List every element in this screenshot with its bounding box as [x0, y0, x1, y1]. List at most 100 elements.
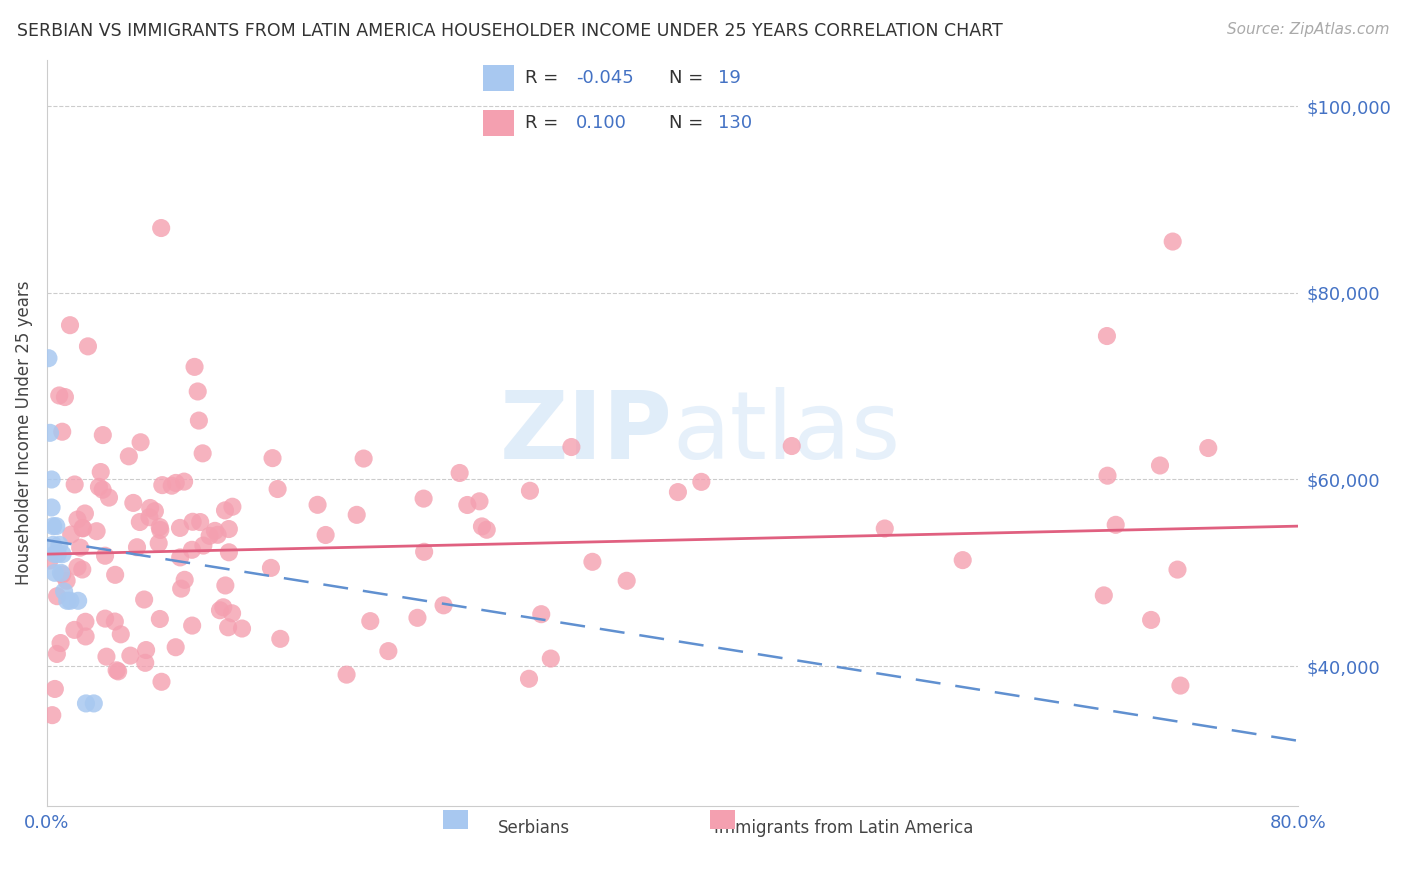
Point [353, 451, 375, 466]
Point [75, 615, 97, 629]
Text: R =: R = [526, 114, 558, 132]
Point [170, 582, 193, 596]
Point [104, 615, 127, 629]
Point [63, 623, 86, 637]
Point [1105, 517, 1128, 532]
Point [134, 656, 156, 670]
Point [60, 527, 83, 541]
Point [581, 555, 603, 569]
Point [59, 318, 82, 333]
Point [530, 607, 553, 622]
Point [135, 643, 157, 657]
Text: N =: N = [669, 114, 703, 132]
Point [98, 491, 121, 505]
Point [198, 529, 221, 543]
Point [90, 465, 112, 479]
Point [1092, 588, 1115, 602]
Point [46, 589, 69, 603]
Point [44, 566, 66, 580]
Point [150, 478, 173, 492]
Point [41, 473, 63, 487]
Point [204, 524, 226, 538]
Point [181, 515, 204, 529]
Point [315, 528, 337, 542]
Y-axis label: Householder Income Under 25 years: Householder Income Under 25 years [15, 281, 32, 585]
Point [42, 519, 65, 533]
Point [412, 491, 434, 506]
Point [150, 674, 173, 689]
Point [129, 435, 152, 450]
Point [41, 708, 63, 723]
Point [56, 594, 79, 608]
Point [173, 475, 195, 489]
Point [149, 612, 172, 626]
Point [139, 500, 162, 515]
Point [359, 614, 381, 628]
Point [346, 508, 368, 522]
Point [221, 607, 243, 621]
Text: 130: 130 [718, 114, 752, 132]
Point [73, 507, 96, 521]
Text: Serbians: Serbians [498, 820, 571, 838]
Point [91, 428, 114, 442]
Point [307, 498, 329, 512]
Text: Immigrants from Latin America: Immigrants from Latin America [714, 820, 973, 838]
Point [53, 390, 76, 404]
Point [150, 221, 173, 235]
Point [690, 475, 713, 489]
Point [149, 520, 172, 534]
Text: atlas: atlas [672, 387, 901, 479]
Point [72, 521, 94, 535]
Point [75, 630, 97, 644]
Point [432, 599, 454, 613]
Point [138, 510, 160, 524]
Point [39, 425, 62, 440]
Point [952, 553, 974, 567]
Point [107, 665, 129, 679]
Point [666, 485, 689, 500]
Point [471, 519, 494, 533]
Point [48, 538, 70, 552]
Point [208, 603, 231, 617]
Text: 0.100: 0.100 [576, 114, 627, 132]
Point [169, 550, 191, 565]
Point [69, 541, 91, 555]
Point [231, 622, 253, 636]
Point [44, 681, 66, 696]
Point [173, 573, 195, 587]
Point [66, 560, 89, 574]
Point [1095, 329, 1118, 343]
Point [48, 388, 70, 402]
Point [191, 446, 214, 460]
Text: ZIP: ZIP [499, 387, 672, 479]
Point [122, 496, 145, 510]
Point [66, 512, 89, 526]
Point [77, 339, 100, 353]
Point [51, 547, 73, 561]
Point [59, 594, 82, 608]
Point [160, 478, 183, 492]
Text: 19: 19 [718, 69, 741, 87]
Point [86, 524, 108, 539]
Point [118, 450, 141, 464]
Point [1197, 441, 1219, 455]
Point [94, 549, 117, 563]
Point [49, 566, 72, 580]
Point [475, 523, 498, 537]
Point [519, 483, 541, 498]
Point [51, 567, 73, 582]
Point [41, 500, 63, 515]
Point [214, 578, 236, 592]
Point [53, 584, 76, 599]
Point [96, 649, 118, 664]
Point [37, 351, 59, 366]
Point [456, 498, 478, 512]
Point [873, 521, 896, 535]
Point [217, 620, 239, 634]
Point [149, 523, 172, 537]
Point [183, 359, 205, 374]
Point [104, 567, 127, 582]
Point [38, 553, 60, 567]
Point [780, 439, 803, 453]
Point [406, 611, 429, 625]
